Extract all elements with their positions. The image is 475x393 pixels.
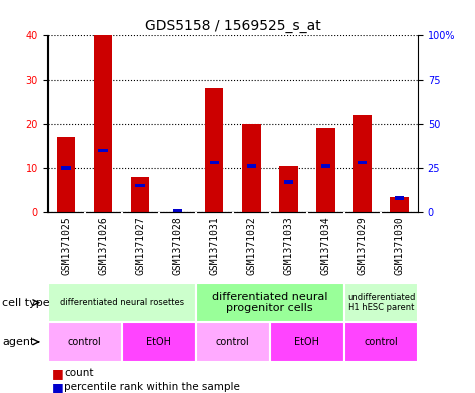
Bar [57,137,75,212]
Text: control: control [216,337,250,347]
Text: GSM1371028: GSM1371028 [172,216,182,274]
Text: cell type: cell type [2,298,50,308]
Text: GSM1371034: GSM1371034 [320,216,331,274]
Bar [122,322,196,362]
Text: EtOH: EtOH [294,337,319,347]
Bar [196,322,270,362]
Text: GSM1371026: GSM1371026 [98,216,108,274]
Bar [344,283,418,322]
Text: agent: agent [2,337,35,347]
Text: differentiated neural
progenitor cells: differentiated neural progenitor cells [212,292,328,313]
Bar [172,209,182,212]
Bar [390,197,408,212]
Bar [344,322,418,362]
Bar [48,283,196,322]
Bar [279,166,297,212]
Title: GDS5158 / 1569525_s_at: GDS5158 / 1569525_s_at [145,19,321,33]
Bar [395,196,404,200]
Bar [209,161,219,164]
Text: GSM1371030: GSM1371030 [394,216,405,274]
Text: GSM1371032: GSM1371032 [246,216,256,274]
Text: GSM1371033: GSM1371033 [283,216,294,274]
Text: undifferentiated
H1 hESC parent: undifferentiated H1 hESC parent [347,293,415,312]
Text: GSM1371029: GSM1371029 [357,216,368,274]
Bar [131,177,149,212]
Text: count: count [64,368,94,378]
Bar [196,283,344,322]
Bar [284,180,293,184]
Bar [321,164,330,168]
Text: control: control [364,337,398,347]
Bar [353,115,371,212]
Text: GSM1371025: GSM1371025 [61,216,71,274]
Bar [247,164,256,168]
Bar [135,184,145,187]
Text: percentile rank within the sample: percentile rank within the sample [64,382,240,392]
Bar [205,88,224,212]
Bar [98,149,108,152]
Bar [316,128,334,212]
Text: GSM1371031: GSM1371031 [209,216,219,274]
Bar [94,35,113,212]
Bar [358,161,367,164]
Text: ■: ■ [52,367,64,380]
Bar [48,322,122,362]
Bar [270,322,344,362]
Bar [61,166,71,170]
Text: GSM1371027: GSM1371027 [135,216,145,274]
Text: differentiated neural rosettes: differentiated neural rosettes [59,298,184,307]
Text: control: control [67,337,102,347]
Text: ■: ■ [52,380,64,393]
Bar [242,124,260,212]
Text: EtOH: EtOH [146,337,171,347]
